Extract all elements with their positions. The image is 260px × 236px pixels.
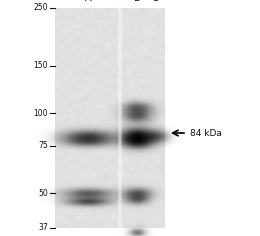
Text: B: B bbox=[134, 0, 140, 3]
Text: C: C bbox=[152, 0, 158, 3]
Text: 84 kDa: 84 kDa bbox=[190, 128, 222, 138]
Text: A: A bbox=[85, 0, 91, 3]
Text: 75: 75 bbox=[38, 142, 48, 151]
Text: 150: 150 bbox=[34, 62, 48, 71]
Text: 250: 250 bbox=[34, 4, 48, 13]
Text: 50: 50 bbox=[38, 189, 48, 198]
Text: 100: 100 bbox=[34, 109, 48, 118]
Text: 37: 37 bbox=[38, 223, 48, 232]
